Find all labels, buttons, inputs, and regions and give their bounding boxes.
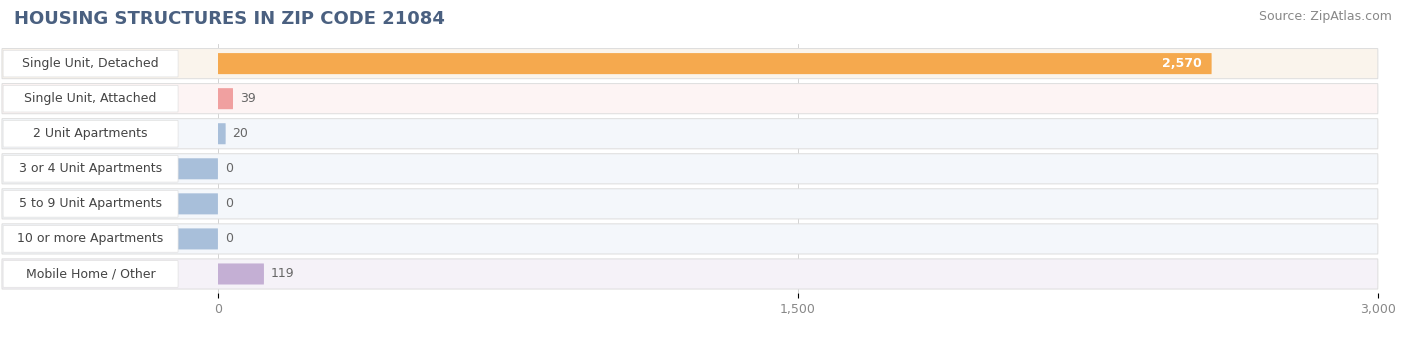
FancyBboxPatch shape xyxy=(3,191,179,217)
FancyBboxPatch shape xyxy=(3,120,179,147)
Text: 2,570: 2,570 xyxy=(1163,57,1202,70)
Text: Single Unit, Detached: Single Unit, Detached xyxy=(22,57,159,70)
FancyBboxPatch shape xyxy=(1,154,1378,184)
Text: 5 to 9 Unit Apartments: 5 to 9 Unit Apartments xyxy=(20,197,162,210)
Text: 2 Unit Apartments: 2 Unit Apartments xyxy=(34,127,148,140)
FancyBboxPatch shape xyxy=(135,228,218,249)
FancyBboxPatch shape xyxy=(3,226,179,252)
FancyBboxPatch shape xyxy=(3,50,179,77)
Text: HOUSING STRUCTURES IN ZIP CODE 21084: HOUSING STRUCTURES IN ZIP CODE 21084 xyxy=(14,10,444,28)
FancyBboxPatch shape xyxy=(1,224,1378,254)
FancyBboxPatch shape xyxy=(218,53,1212,74)
FancyBboxPatch shape xyxy=(135,193,218,214)
Text: 0: 0 xyxy=(225,162,233,175)
FancyBboxPatch shape xyxy=(1,84,1378,114)
FancyBboxPatch shape xyxy=(218,88,233,109)
Text: 119: 119 xyxy=(271,267,294,281)
Text: 20: 20 xyxy=(232,127,249,140)
Text: 3 or 4 Unit Apartments: 3 or 4 Unit Apartments xyxy=(20,162,162,175)
Text: Mobile Home / Other: Mobile Home / Other xyxy=(25,267,156,281)
FancyBboxPatch shape xyxy=(3,85,179,112)
Text: 39: 39 xyxy=(240,92,256,105)
Text: 0: 0 xyxy=(225,233,233,246)
FancyBboxPatch shape xyxy=(3,155,179,182)
FancyBboxPatch shape xyxy=(1,48,1378,79)
Text: 10 or more Apartments: 10 or more Apartments xyxy=(17,233,163,246)
FancyBboxPatch shape xyxy=(3,261,179,287)
Text: 0: 0 xyxy=(225,197,233,210)
Text: Single Unit, Attached: Single Unit, Attached xyxy=(24,92,157,105)
FancyBboxPatch shape xyxy=(135,158,218,179)
FancyBboxPatch shape xyxy=(1,119,1378,149)
FancyBboxPatch shape xyxy=(1,189,1378,219)
FancyBboxPatch shape xyxy=(218,264,264,284)
FancyBboxPatch shape xyxy=(218,123,225,144)
Text: Source: ZipAtlas.com: Source: ZipAtlas.com xyxy=(1258,10,1392,23)
FancyBboxPatch shape xyxy=(1,259,1378,289)
